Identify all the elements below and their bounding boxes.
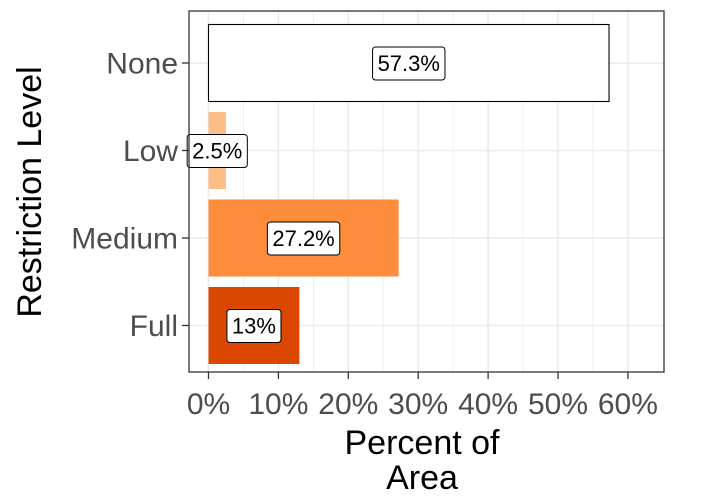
x-tick-label: 40% [458,388,518,421]
y-axis-title: Restriction Level [11,66,49,317]
y-axis-ticks: None Low Medium Full [71,48,189,343]
data-label-text: 2.5% [192,139,242,164]
data-label-medium: 27.2% [266,221,341,256]
x-tick-label: 20% [318,388,378,421]
x-tick-label: 50% [528,388,588,421]
data-label-box [372,46,446,81]
x-axis-ticks: 0% 10% 20% 30% 40% 50% 60% [187,372,658,421]
data-label-low: 2.5% [186,134,248,168]
y-tick-label-medium: Medium [71,223,178,256]
data-label-text: 13% [232,314,276,339]
data-label-text: 27.2% [272,226,334,251]
data-label-box [226,309,282,343]
y-tick-label-none: None [106,48,178,81]
x-tick-label: 10% [248,388,308,421]
x-tick-label: 0% [187,388,230,421]
data-label-full: 13% [226,309,282,343]
x-tick-label: 60% [598,388,658,421]
data-label-text: 57.3% [378,51,440,76]
x-tick-label: 30% [388,388,448,421]
x-axis-title-line-1: Percent of [345,424,501,462]
x-axis-title-line-2: Area [386,459,458,496]
y-tick-label-low: Low [123,135,178,168]
y-tick-label-full: Full [130,310,178,343]
panel-border [188,10,665,373]
data-labels: 57.3% 2.5% 27.2% 13% [186,46,446,343]
data-label-box [266,221,341,256]
data-label-none: 57.3% [372,46,446,81]
